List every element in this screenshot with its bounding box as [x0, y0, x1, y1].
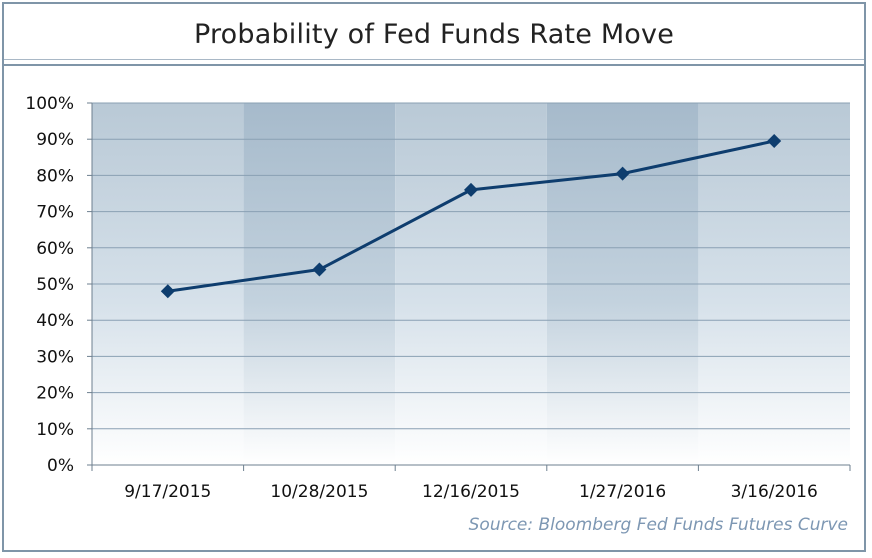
- y-tick-label: 100%: [25, 94, 74, 114]
- data-point-marker: [615, 166, 630, 181]
- data-point-marker: [312, 262, 327, 277]
- y-tick-label: 50%: [36, 275, 74, 295]
- y-tick-label: 80%: [36, 166, 74, 186]
- title-bar: Probability of Fed Funds Rate Move: [4, 4, 864, 66]
- data-point-marker: [464, 182, 478, 197]
- source-note: Source: Bloomberg Fed Funds Futures Curv…: [469, 515, 848, 535]
- y-tick-label: 90%: [36, 130, 74, 150]
- y-tick-label: 20%: [36, 384, 74, 404]
- x-axis-ticks: 9/17/2015 10/28/2015 12/16/2015 1/27/2016 3/…: [91, 465, 851, 502]
- y-tick-label: 60%: [36, 239, 74, 259]
- x-tick-label: 10/28/2015: [270, 482, 368, 502]
- series-line-group: [160, 134, 782, 299]
- data-point-marker: [160, 284, 175, 299]
- y-tick-label: 0%: [47, 456, 74, 476]
- y-tick-label: 40%: [36, 311, 74, 331]
- gridlines: [92, 102, 850, 430]
- y-tick-label: 30%: [36, 347, 74, 367]
- x-tick-label: 9/17/2015: [124, 482, 211, 502]
- x-tick-label: 12/16/2015: [422, 482, 520, 502]
- y-tick-label: 10%: [36, 420, 74, 440]
- y-tick-label: 70%: [36, 203, 74, 223]
- x-tick-label: 3/16/2016: [731, 482, 818, 502]
- data-point-marker: [767, 134, 782, 149]
- chart-title: Probability of Fed Funds Rate Move: [193, 18, 675, 50]
- x-tick-label: 1/27/2016: [579, 482, 666, 502]
- y-axis-ticks: 0% 10% 20% 30% 40% 50% 60% 70% 80% 90% 100%: [25, 94, 92, 476]
